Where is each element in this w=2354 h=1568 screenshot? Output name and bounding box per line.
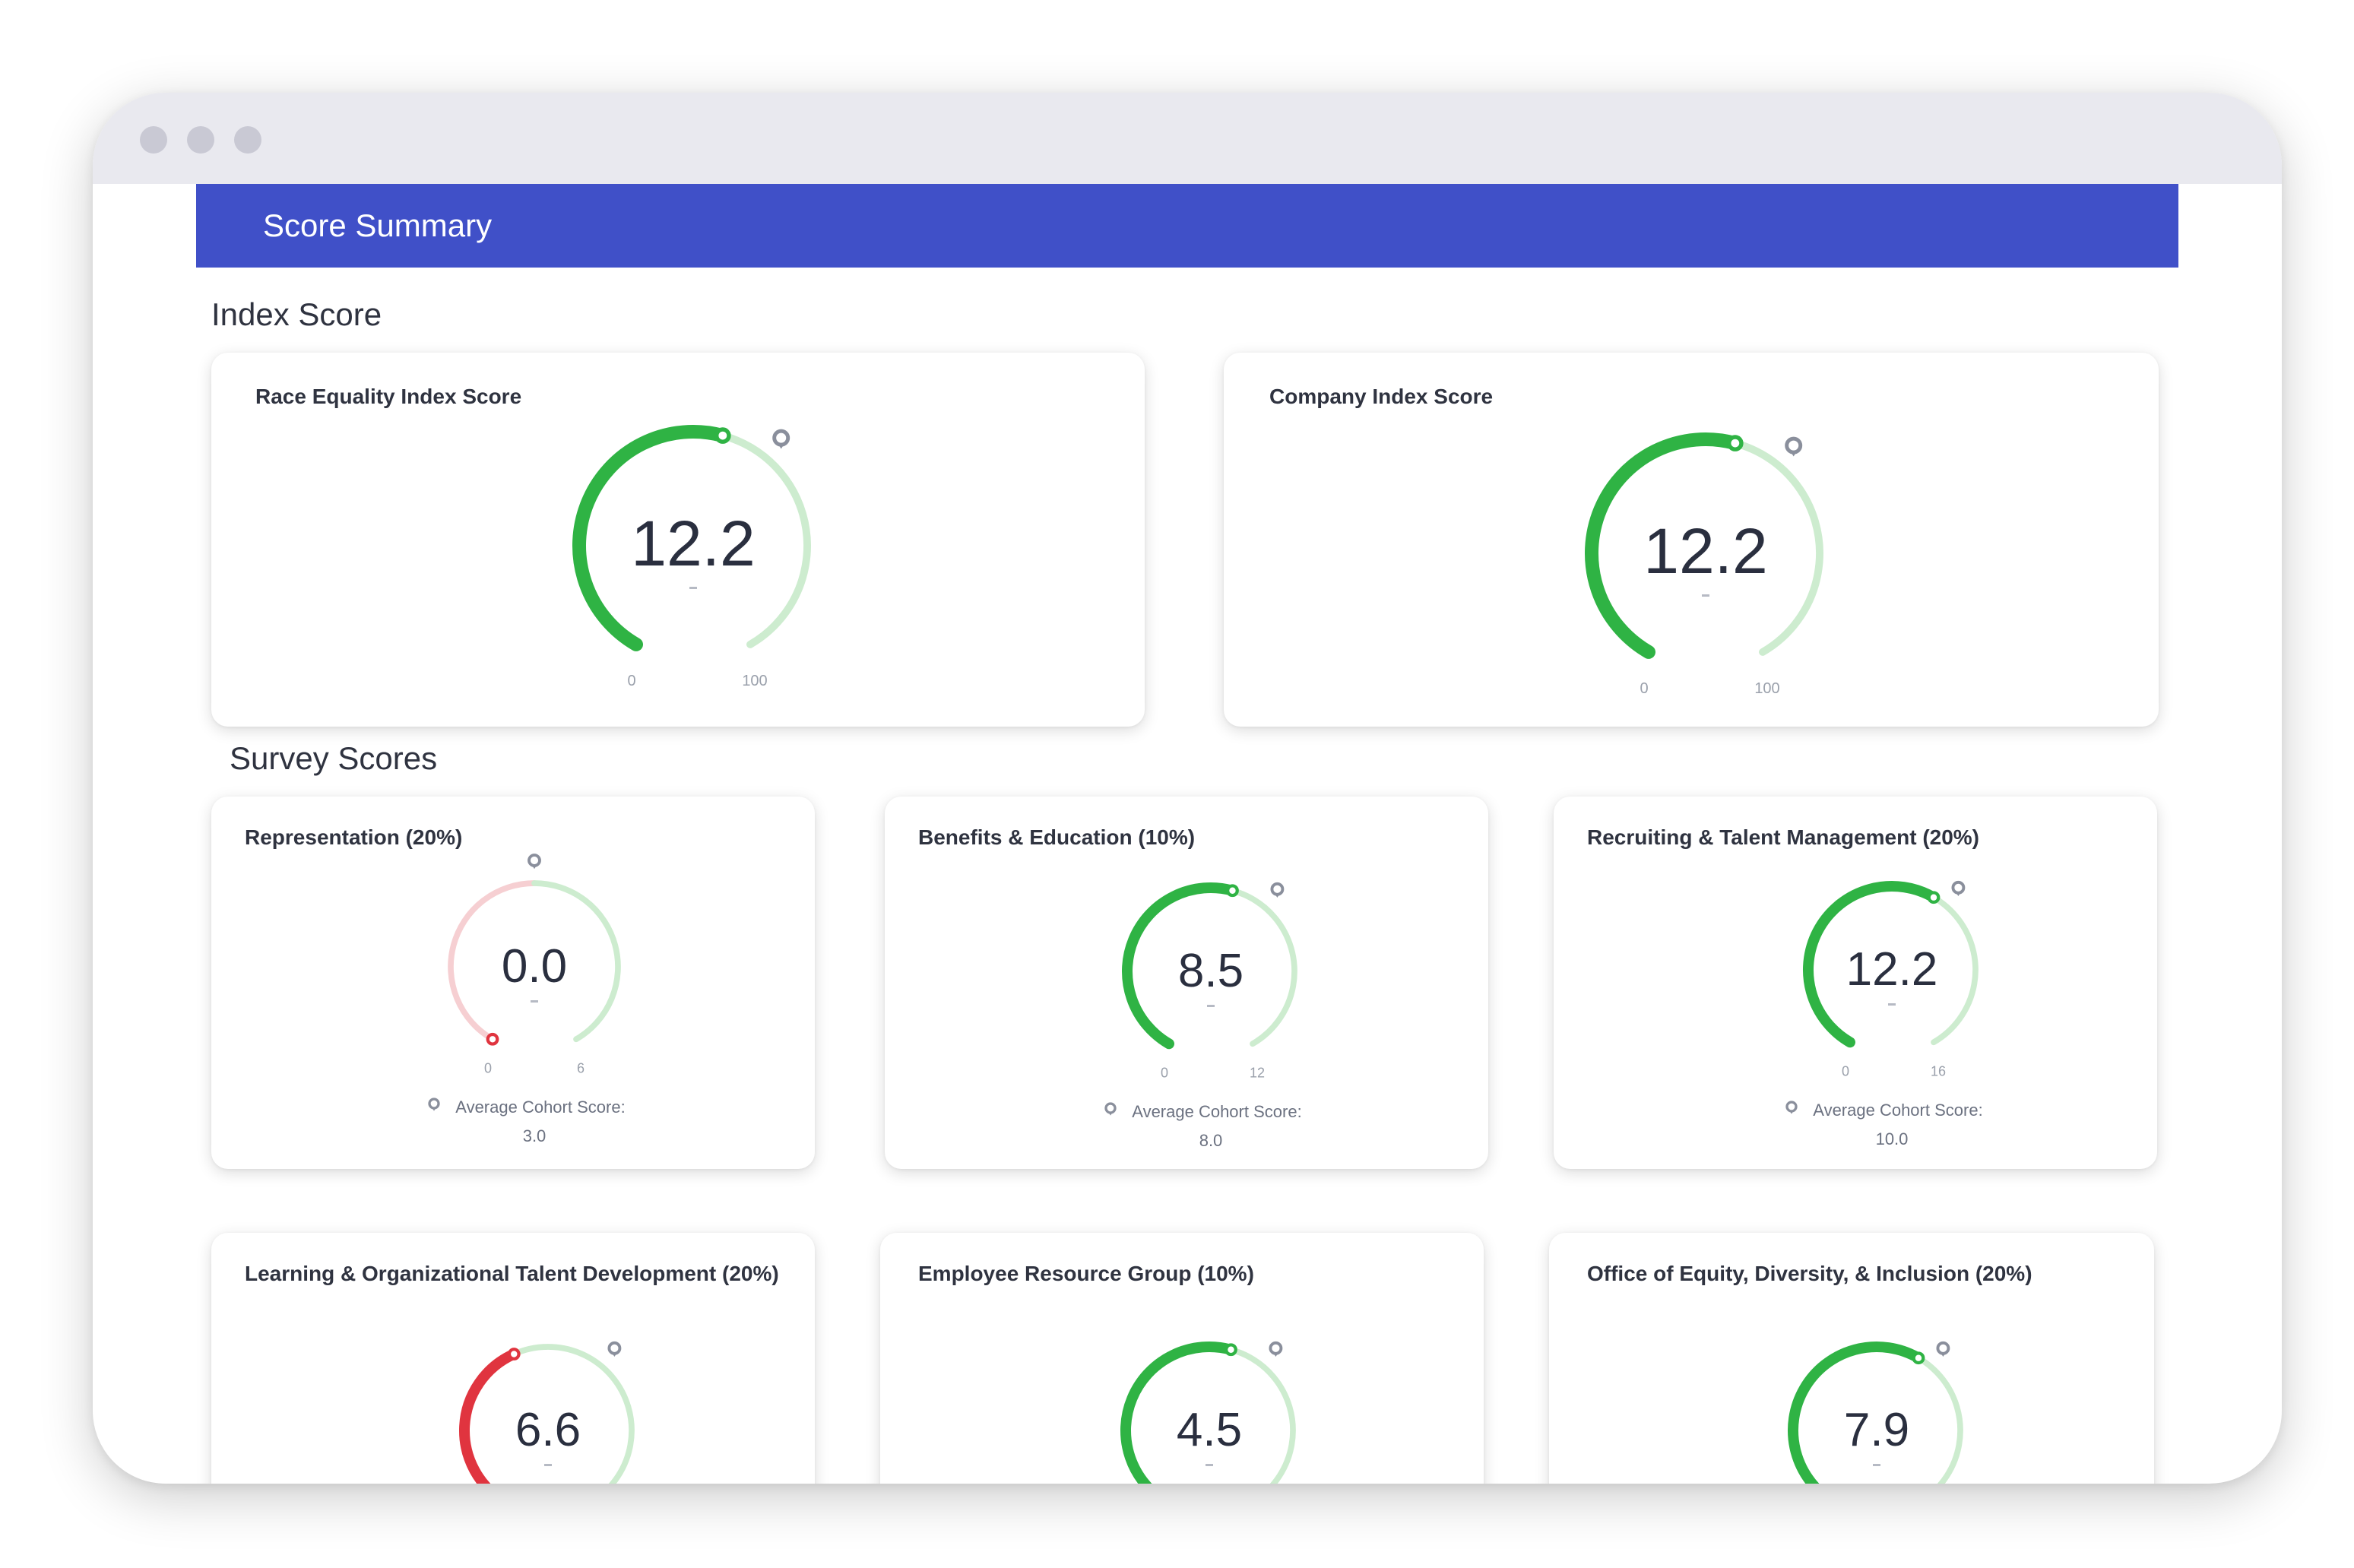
gauge-fill xyxy=(1803,881,1939,1048)
gauge-handle xyxy=(1727,435,1744,451)
gauge-track xyxy=(531,880,621,1043)
card-title: Benefits & Education (10%) xyxy=(918,825,1196,849)
gauge-value: 7.9 xyxy=(1844,1404,1909,1456)
gauge-min-label: 0 xyxy=(1161,1065,1168,1080)
survey-card-benefits: Benefits & Education (10%) 8.5 0 12 Average… xyxy=(885,797,1488,1169)
score-gauge: 12.2 0 100 xyxy=(1546,409,1865,713)
race-equality-index-card: Race Equality Index Score 12.2 0 100 xyxy=(211,353,1145,727)
cohort-label: Average Cohort Score: xyxy=(1813,1101,1982,1120)
gauge-value: 8.5 xyxy=(1178,945,1244,997)
card-title: Company Index Score xyxy=(1269,385,1494,408)
score-gauge: 12.2 0 100 xyxy=(534,401,853,705)
gauge-chart: 12.2 0 100 xyxy=(1585,432,1823,697)
survey-card-edi-office: Office of Equity, Diversity, & Inclusion… xyxy=(1549,1233,2154,1484)
gauge-max-label: 100 xyxy=(1754,680,1779,697)
gauge-chart: 0.0 0 6 Average Cohort Score: 3.0 xyxy=(428,854,626,1145)
card-title: Representation (20%) xyxy=(245,825,463,849)
location-pin-icon xyxy=(528,854,541,870)
browser-window: Score Summary Index Score Race Equality … xyxy=(93,93,2282,1484)
company-index-card: Company Index Score 12.2 0 100 xyxy=(1224,353,2159,727)
gauge-fill xyxy=(459,1348,520,1484)
cohort-label: Average Cohort Score: xyxy=(455,1098,625,1117)
card-title: Employee Resource Group (10%) xyxy=(918,1262,1254,1285)
gauge-handle xyxy=(714,427,731,444)
gauge-handle xyxy=(1912,1351,1925,1365)
index-score-heading: Index Score xyxy=(211,296,382,332)
gauge-min-label: 0 xyxy=(1640,680,1648,697)
gauge-min-label: 0 xyxy=(1842,1063,1849,1079)
location-pin-icon xyxy=(1269,1341,1283,1357)
gauge-chart: 6.6 xyxy=(459,1341,635,1484)
score-summary-banner: Score Summary xyxy=(196,184,2178,268)
gauge-chart: 7.9 xyxy=(1788,1341,1963,1484)
score-gauge: 0.0 0 6 Average Cohort Score: 3.0 xyxy=(409,853,660,1145)
gauge-handle xyxy=(1927,891,1941,904)
gauge-min-label: 0 xyxy=(484,1060,492,1075)
gauge-fill xyxy=(572,425,730,651)
card-title: Learning & Organizational Talent Develop… xyxy=(245,1262,779,1285)
score-gauge: 7.9 xyxy=(1751,1316,2002,1484)
gauge-max-label: 6 xyxy=(577,1060,585,1075)
location-pin-icon xyxy=(607,1341,622,1357)
gauge-chart: 12.2 0 100 xyxy=(572,425,811,689)
score-gauge: 4.5 xyxy=(1084,1316,1335,1484)
gauge-min-label: 0 xyxy=(627,673,635,689)
cohort-value: 10.0 xyxy=(1876,1129,1909,1148)
survey-scores-heading: Survey Scores xyxy=(230,740,438,776)
card-title: Recruiting & Talent Management (20%) xyxy=(1587,825,1980,849)
survey-card-recruiting: Recruiting & Talent Management (20%) 12.… xyxy=(1554,797,2157,1169)
score-gauge: 8.5 0 12 Average Cohort Score: 8.0 xyxy=(1085,857,1336,1150)
gauge-max-label: 16 xyxy=(1931,1063,1946,1079)
location-pin-icon xyxy=(772,429,790,449)
gauge-track xyxy=(448,880,537,1043)
page-content: Score Summary Index Score Race Equality … xyxy=(93,184,2282,1484)
gauge-handle xyxy=(1225,1343,1237,1357)
gauge-fill xyxy=(1122,882,1238,1050)
survey-card-erg: Employee Resource Group (10%) 4.5 xyxy=(880,1233,1484,1484)
gauge-handle xyxy=(1226,884,1239,898)
cohort-label: Average Cohort Score: xyxy=(1132,1102,1301,1121)
close-window-button[interactable] xyxy=(140,126,167,154)
gauge-fill xyxy=(1585,432,1742,659)
location-pin-icon xyxy=(428,1098,440,1111)
gauge-fill xyxy=(1120,1342,1237,1484)
cohort-value: 8.0 xyxy=(1199,1131,1223,1150)
gauge-value: 6.6 xyxy=(515,1404,581,1456)
window-titlebar xyxy=(93,93,2282,184)
survey-card-representation: Representation (20%) 0.0 0 6 Average Cohort… xyxy=(211,797,815,1169)
card-title: Race Equality Index Score xyxy=(255,385,522,408)
gauge-value: 12.2 xyxy=(1643,515,1768,587)
score-gauge: 12.2 0 16 Average Cohort Score: 10.0 xyxy=(1766,856,2017,1148)
location-pin-icon xyxy=(1936,1341,1950,1357)
card-title: Office of Equity, Diversity, & Inclusion… xyxy=(1587,1262,2032,1285)
survey-card-learning: Learning & Organizational Talent Develop… xyxy=(211,1233,815,1484)
gauge-value: 12.2 xyxy=(631,508,756,579)
gauge-chart: 8.5 0 12 Average Cohort Score: 8.0 xyxy=(1104,882,1302,1150)
gauge-chart: 4.5 xyxy=(1120,1341,1296,1484)
gauge-value: 4.5 xyxy=(1177,1404,1242,1456)
location-pin-icon xyxy=(1785,436,1803,457)
location-pin-icon xyxy=(1270,882,1285,898)
gauge-max-label: 100 xyxy=(742,673,767,689)
gauge-value: 12.2 xyxy=(1846,943,1938,996)
gauge-handle xyxy=(507,1348,521,1361)
gauge-value: 0.0 xyxy=(502,940,567,993)
page-title: Score Summary xyxy=(263,207,493,243)
location-pin-icon xyxy=(1951,880,1966,897)
gauge-fill xyxy=(1788,1342,1924,1484)
cohort-value: 3.0 xyxy=(523,1126,547,1145)
location-pin-icon xyxy=(1104,1102,1117,1116)
gauge-handle xyxy=(486,1032,499,1046)
gauge-chart: 12.2 0 16 Average Cohort Score: 10.0 xyxy=(1785,880,1983,1148)
minimize-window-button[interactable] xyxy=(187,126,214,154)
score-gauge: 6.6 xyxy=(423,1316,673,1484)
location-pin-icon xyxy=(1785,1101,1798,1114)
gauge-max-label: 12 xyxy=(1250,1065,1265,1080)
maximize-window-button[interactable] xyxy=(234,126,261,154)
